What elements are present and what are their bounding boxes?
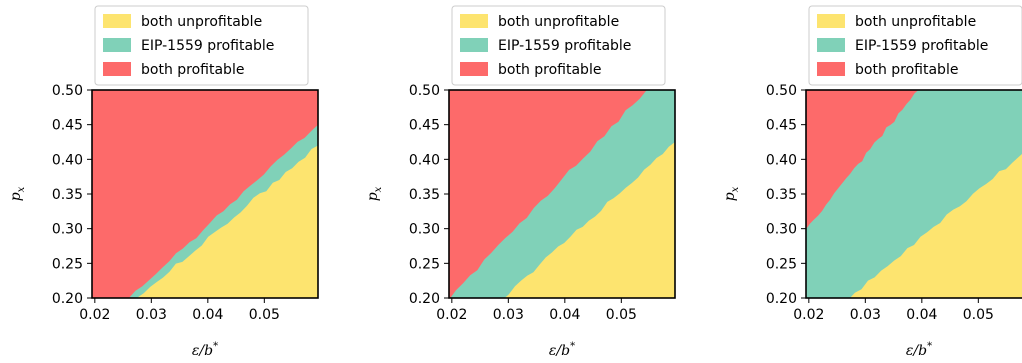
region-both-unprofitable xyxy=(137,145,318,298)
y-tick-label: 0.40 xyxy=(52,152,83,168)
y-tick-label: 0.35 xyxy=(766,187,797,203)
x-axis-label: ε/b* xyxy=(906,341,932,359)
panel-2: 0.02 0.03 0.04 0.05 0.20 0.25 0.30 0.35 0.40 0.45… xyxy=(365,5,676,359)
panel-1: 0.02 0.03 0.04 0.05 0.20 0.25 0.30 0.35 0.40 0.45… xyxy=(8,5,319,359)
y-tick-label: 0.35 xyxy=(409,187,440,203)
plot-area xyxy=(449,90,675,298)
legend-box xyxy=(94,5,309,86)
y-tick-label: 0.25 xyxy=(766,256,797,272)
y-tick-label: 0.50 xyxy=(52,83,83,99)
x-tick-label: 0.05 xyxy=(963,307,994,323)
x-axis-label: ε/b* xyxy=(549,341,575,359)
legend-swatch-both-profitable xyxy=(817,62,845,76)
y-tick-label: 0.50 xyxy=(766,83,797,99)
legend-box xyxy=(808,5,1022,86)
legend-label: both unprofitable xyxy=(855,14,976,30)
y-tick-label: 0.45 xyxy=(766,118,797,134)
x-tick-label: 0.03 xyxy=(493,307,524,323)
y-tick-label: 0.40 xyxy=(409,152,440,168)
y-axis-label: px xyxy=(365,186,384,201)
legend-swatch-both-profitable xyxy=(103,62,131,76)
legend-swatch-both-unprofitable xyxy=(460,14,488,28)
y-tick-label: 0.30 xyxy=(766,222,797,238)
legend-swatch-both-unprofitable xyxy=(817,14,845,28)
x-tick-label: 0.02 xyxy=(793,307,824,323)
y-tick-label: 0.20 xyxy=(52,291,83,307)
region-both-unprofitable xyxy=(849,153,1022,298)
x-tick-label: 0.03 xyxy=(850,307,881,323)
panel-3: 0.02 0.03 0.04 0.05 0.20 0.25 0.30 0.35 0.40 0.45… xyxy=(722,5,1022,359)
legend-label: both profitable xyxy=(141,62,244,78)
legend: both unprofitable EIP-1559 profitable both… xyxy=(94,5,309,86)
y-axis-label: px xyxy=(8,186,27,201)
y-tick-label: 0.25 xyxy=(52,256,83,272)
legend-label: both profitable xyxy=(498,62,601,78)
legend-swatch-eip1559-profitable xyxy=(460,38,488,52)
y-tick-label: 0.25 xyxy=(409,256,440,272)
y-tick-label: 0.40 xyxy=(766,152,797,168)
legend-box xyxy=(451,5,666,86)
plot-area xyxy=(806,90,1022,298)
y-tick-label: 0.35 xyxy=(52,187,83,203)
legend: both unprofitable EIP-1559 profitable both… xyxy=(808,5,1022,86)
x-tick-label: 0.05 xyxy=(249,307,280,323)
legend-label: both unprofitable xyxy=(141,14,262,30)
y-tick-label: 0.45 xyxy=(52,118,83,134)
legend-label: EIP-1559 profitable xyxy=(498,38,631,54)
region-both-unprofitable xyxy=(504,142,675,298)
x-tick-label: 0.04 xyxy=(549,307,580,323)
x-tick-label: 0.03 xyxy=(136,307,167,323)
legend-swatch-both-profitable xyxy=(460,62,488,76)
legend-label: both profitable xyxy=(855,62,958,78)
legend: both unprofitable EIP-1559 profitable both… xyxy=(451,5,666,86)
legend-swatch-eip1559-profitable xyxy=(103,38,131,52)
y-tick-label: 0.30 xyxy=(409,222,440,238)
x-tick-label: 0.04 xyxy=(192,307,223,323)
legend-label: EIP-1559 profitable xyxy=(141,38,274,54)
y-axis-label: px xyxy=(722,186,741,201)
y-tick-label: 0.20 xyxy=(766,291,797,307)
legend-label: EIP-1559 profitable xyxy=(855,38,988,54)
y-tick-label: 0.30 xyxy=(52,222,83,238)
legend-swatch-eip1559-profitable xyxy=(817,38,845,52)
plot-area xyxy=(92,90,318,298)
legend-label: both unprofitable xyxy=(498,14,619,30)
x-tick-label: 0.05 xyxy=(606,307,637,323)
x-tick-label: 0.04 xyxy=(906,307,937,323)
y-tick-label: 0.45 xyxy=(409,118,440,134)
legend-swatch-both-unprofitable xyxy=(103,14,131,28)
x-tick-label: 0.02 xyxy=(436,307,467,323)
y-tick-label: 0.50 xyxy=(409,83,440,99)
y-tick-label: 0.20 xyxy=(409,291,440,307)
x-axis-label: ε/b* xyxy=(192,341,218,359)
x-tick-label: 0.02 xyxy=(79,307,110,323)
